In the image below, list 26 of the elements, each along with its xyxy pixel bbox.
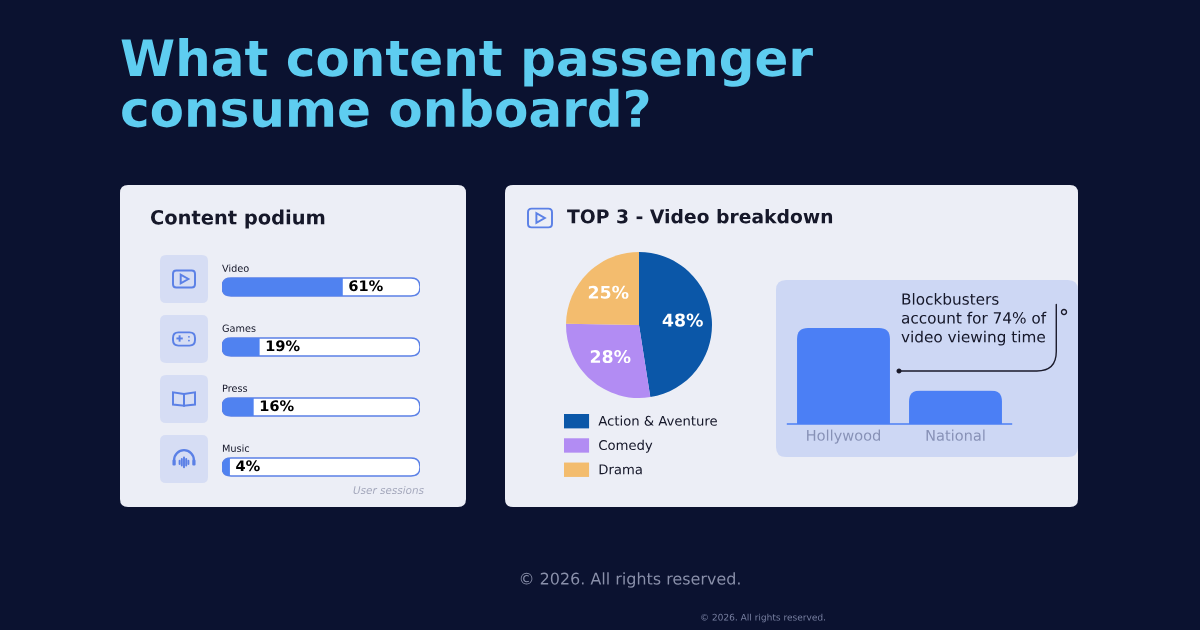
- data-label: 16%: [260, 400, 294, 412]
- data-label: 28%: [590, 349, 631, 364]
- pie-slice: [639, 252, 712, 398]
- text: © 2026. All rights reserved.: [701, 613, 826, 623]
- text: What content passenger consume onboard?: [121, 38, 813, 128]
- legend-label: Drama: [599, 464, 642, 475]
- data-label: 48%: [662, 313, 703, 327]
- x-tick-label: National: [926, 429, 985, 441]
- data-label: 61%: [349, 280, 383, 292]
- legend-label: Comedy: [599, 439, 653, 453]
- annotation: Blockbusters account for 74% of video viewing time: [901, 293, 1047, 346]
- data-label: 4%: [236, 460, 260, 472]
- chart-title: Content podium: [150, 209, 325, 229]
- category-label: Video: [222, 264, 249, 272]
- text: © 2026. All rights reserved.: [520, 572, 740, 588]
- data-label: 25%: [588, 285, 629, 299]
- category-label: Music: [222, 444, 250, 452]
- x-tick-label: Hollywood: [807, 429, 880, 444]
- chart-title: TOP 3 - Video breakdown: [567, 208, 833, 224]
- text: User sessions: [353, 485, 424, 495]
- legend-label: Action & Aventure: [598, 415, 717, 426]
- data-label: 19%: [266, 340, 300, 352]
- category-label: Games: [222, 324, 256, 332]
- category-label: Press: [222, 384, 248, 392]
- pie-slice: [566, 252, 639, 325]
- pie-slice: [566, 323, 651, 398]
